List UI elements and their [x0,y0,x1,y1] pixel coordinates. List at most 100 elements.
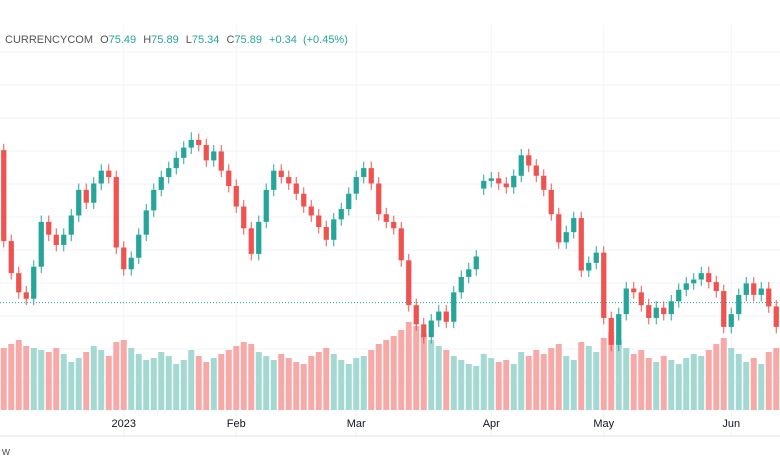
candle-body [8,241,14,274]
candle-body [338,209,344,220]
candle-body [143,210,149,235]
volume-bar [390,336,397,410]
candle-body [473,256,479,270]
volume-bar [233,346,240,410]
candle-body [361,168,367,178]
open-label: O [100,34,109,46]
candle-body [736,294,742,315]
candle-body [488,178,494,181]
volume-bar [158,352,165,410]
volume-bar [383,340,390,410]
volume-bar [53,348,60,410]
volume-bar [330,354,337,410]
candle-body [623,288,629,315]
price-layer [0,132,780,352]
volume-bar [143,360,150,410]
candle-body [128,257,134,270]
volume-bar [398,330,405,410]
volume-bar [68,362,75,410]
volume-bar [225,350,232,410]
candle-body [136,234,142,258]
candle-body [1,150,7,242]
volume-bar [210,358,217,410]
low-value: 75.34 [192,34,220,46]
volume-bar [630,354,637,410]
candle-body [91,183,97,203]
volume-bar [713,344,720,410]
candle-body [451,292,457,322]
candle-body [158,177,164,190]
volume-bar [405,322,412,410]
volume-bar [8,344,15,410]
volume-bar [525,356,532,410]
volume-bar [113,342,120,410]
candle-body [481,180,487,189]
candle-body [353,177,359,194]
candle-body [661,307,667,315]
open-value: 75.49 [109,34,137,46]
volume-bar [705,350,712,410]
volume-bar [735,354,742,410]
candle-body [286,177,292,184]
footer-text: w [1,446,10,458]
volume-bar [443,350,450,410]
candle-body [31,266,37,299]
candle-body [676,289,682,302]
candle-body [248,228,254,254]
time-axis: 2023 Feb Mar Apr May Jun [112,418,741,430]
candle-body [83,189,89,203]
candle-body [106,170,112,178]
candle-body [601,252,607,318]
candle-body [541,175,547,190]
volume-bar [270,360,277,410]
volume-bar [315,352,322,410]
volume-bar [503,360,510,410]
candle-body [23,292,29,299]
volume-bar [668,360,675,410]
volume-bar [300,364,307,410]
volume-bar [675,364,682,410]
volume-bar [240,342,247,410]
candle-body [181,147,187,158]
x-tick-label: May [593,418,614,430]
candle-body [683,283,689,290]
volume-bar [263,356,270,410]
volume-bar [743,362,750,410]
candle-body [61,234,67,245]
volume-bar [90,346,97,410]
candle-body [743,283,749,295]
volume-bar [653,362,660,410]
candle-body [53,234,59,245]
candle-body [631,288,637,293]
volume-bar [98,350,105,410]
volume-bar [638,350,645,410]
candle-body [608,317,614,345]
candle-body [263,189,269,222]
candle-body [293,183,299,194]
volume-bar [540,354,547,410]
candle-body [391,221,397,229]
candle-body [38,221,44,267]
candle-body [721,291,727,327]
high-value: 75.89 [151,34,179,46]
volume-bar [683,358,690,410]
volume-bar [308,356,315,410]
candle-body [301,193,307,207]
volume-bar [420,334,427,410]
candle-body [188,139,194,148]
volume-bar [480,354,487,410]
volume-bar [23,346,30,410]
volume-bar [465,364,472,410]
candle-body [121,247,127,270]
volume-bar [585,346,592,410]
candle-body [526,155,532,166]
candle-body [316,215,322,228]
candle-body [503,183,509,188]
volume-bar [45,352,52,410]
candle-body [226,170,232,187]
candle-body [593,252,599,263]
volume-bar [278,354,285,410]
candle-body [646,305,652,318]
volume-bar [555,344,562,410]
